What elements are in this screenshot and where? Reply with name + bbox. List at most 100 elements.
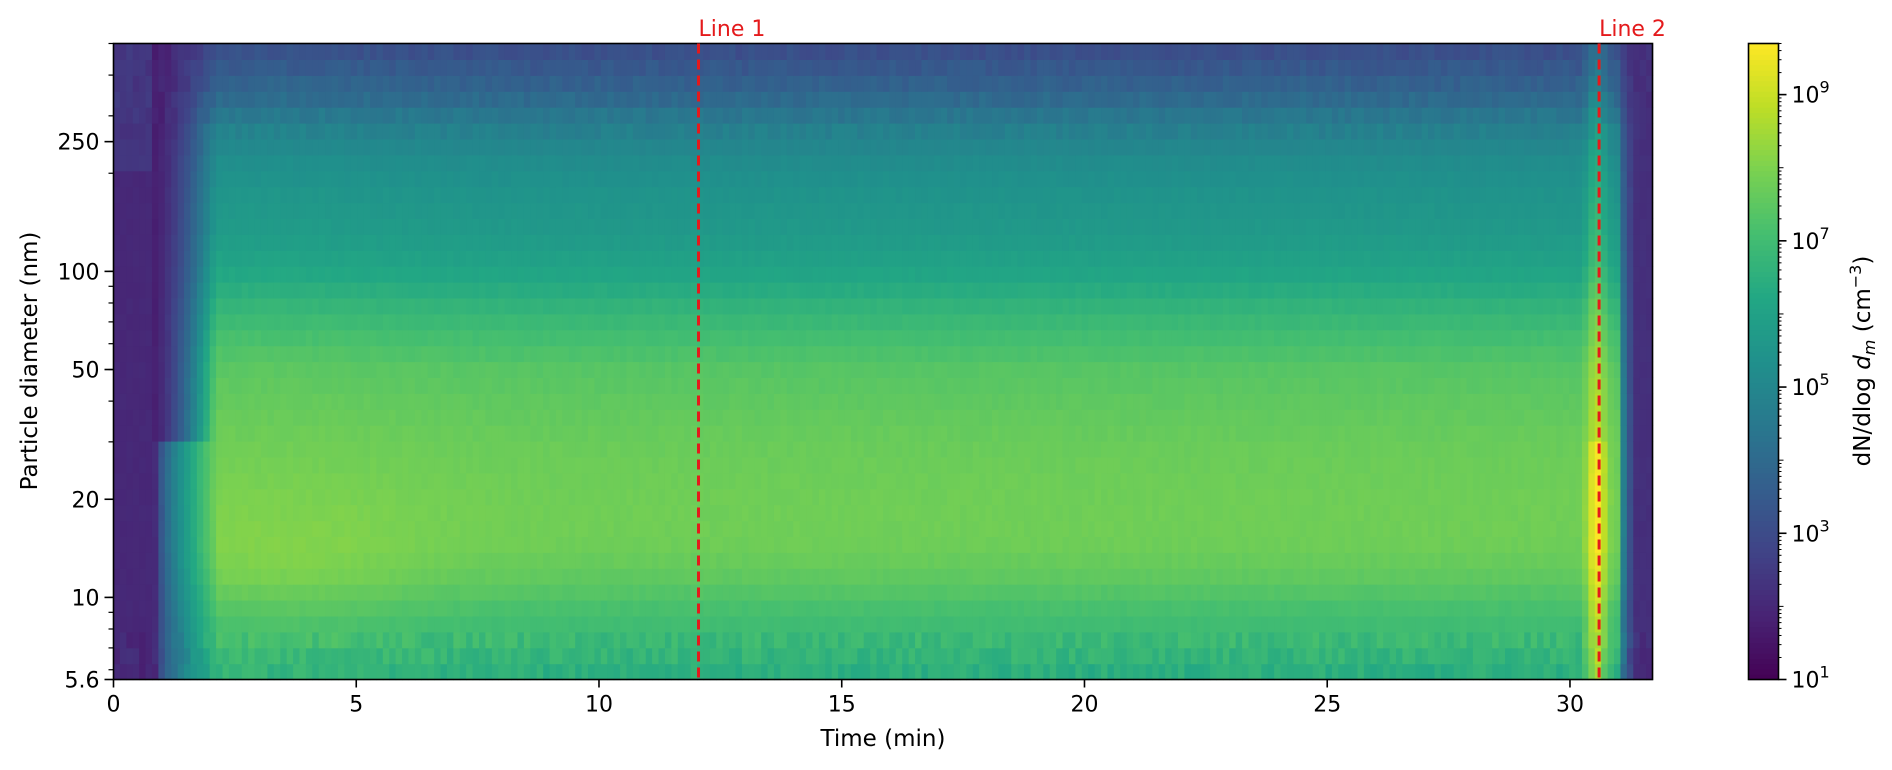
heatmap-cell xyxy=(318,409,326,426)
heatmap-cell xyxy=(530,615,538,633)
heatmap-cell xyxy=(132,568,140,585)
heatmap-cell xyxy=(363,488,371,506)
heatmap-cell xyxy=(536,361,544,378)
heatmap-cell xyxy=(600,552,608,569)
heatmap-cell xyxy=(722,266,730,283)
heatmap-cell xyxy=(209,91,217,108)
heatmap-cell xyxy=(376,600,384,617)
heatmap-cell xyxy=(440,107,448,124)
heatmap-cell xyxy=(741,138,749,156)
heatmap-cell xyxy=(434,441,442,458)
heatmap-cell xyxy=(543,456,551,474)
heatmap-cell xyxy=(568,234,576,251)
heatmap-cell xyxy=(626,568,634,585)
heatmap-cell xyxy=(344,170,352,188)
heatmap-cell xyxy=(312,456,320,474)
heatmap-cell xyxy=(491,138,499,156)
heatmap-cell xyxy=(709,520,717,537)
heatmap-cell xyxy=(632,568,640,585)
heatmap-cell xyxy=(517,329,525,347)
heatmap-cell xyxy=(844,615,852,633)
heatmap-cell xyxy=(331,552,339,569)
heatmap-cell xyxy=(543,107,551,124)
heatmap-cell xyxy=(293,186,301,204)
heatmap-cell xyxy=(799,552,807,569)
heatmap-cell xyxy=(479,123,487,140)
heatmap-cell xyxy=(472,536,480,553)
heatmap-cell xyxy=(850,43,858,60)
heatmap-cell xyxy=(671,520,679,537)
heatmap-cell xyxy=(741,615,749,633)
heatmap-cell xyxy=(652,536,660,553)
heatmap-cell xyxy=(664,345,672,363)
heatmap-cell xyxy=(305,154,313,172)
heatmap-cell xyxy=(254,282,262,299)
heatmap-cell xyxy=(799,234,807,251)
heatmap-cell xyxy=(453,472,461,490)
heatmap-cell xyxy=(139,600,147,617)
heatmap-cell xyxy=(870,202,878,219)
heatmap-cell xyxy=(479,409,487,426)
heatmap-cell xyxy=(132,218,140,235)
heatmap-cell xyxy=(248,361,256,378)
heatmap-cell xyxy=(337,520,345,537)
heatmap-cell xyxy=(485,282,493,299)
heatmap-cell xyxy=(203,218,211,235)
heatmap-cell xyxy=(748,488,756,506)
heatmap-cell xyxy=(818,472,826,490)
heatmap-cell xyxy=(350,600,358,617)
heatmap-cell xyxy=(184,393,192,410)
heatmap-cell xyxy=(895,393,903,410)
heatmap-cell xyxy=(613,297,621,315)
heatmap-cell xyxy=(203,202,211,219)
heatmap-cell xyxy=(831,663,839,681)
heatmap-cell xyxy=(799,138,807,156)
heatmap-cell xyxy=(902,329,910,347)
heatmap-cell xyxy=(421,282,429,299)
heatmap-cell xyxy=(664,456,672,474)
heatmap-cell xyxy=(485,441,493,458)
heatmap-cell xyxy=(267,59,275,76)
heatmap-cell xyxy=(293,282,301,299)
heatmap-cell xyxy=(408,123,416,140)
heatmap-cell xyxy=(626,441,634,458)
heatmap-cell xyxy=(248,488,256,506)
heatmap-cell xyxy=(254,75,262,92)
heatmap-cell xyxy=(767,472,775,490)
heatmap-cell xyxy=(357,409,365,426)
heatmap-cell xyxy=(530,282,538,299)
heatmap-cell xyxy=(177,43,185,60)
heatmap-cell xyxy=(562,170,570,188)
heatmap-cell xyxy=(158,520,166,537)
heatmap-cell xyxy=(844,329,852,347)
heatmap-cell xyxy=(690,409,698,426)
heatmap-cell xyxy=(453,282,461,299)
heatmap-cell xyxy=(844,663,852,681)
heatmap-cell xyxy=(177,297,185,315)
heatmap-cell xyxy=(363,91,371,108)
heatmap-cell xyxy=(793,472,801,490)
heatmap-cell xyxy=(761,552,769,569)
heatmap-cell xyxy=(504,59,512,76)
heatmap-cell xyxy=(889,647,897,665)
heatmap-cell xyxy=(703,568,711,585)
heatmap-cell xyxy=(126,345,134,363)
heatmap-cell xyxy=(806,218,814,235)
heatmap-cell xyxy=(357,91,365,108)
heatmap-cell xyxy=(119,59,127,76)
heatmap-cell xyxy=(389,488,397,506)
heatmap-cell xyxy=(671,631,679,649)
heatmap-cell xyxy=(568,409,576,426)
heatmap-cell xyxy=(850,91,858,108)
heatmap-cell xyxy=(331,456,339,474)
heatmap-cell xyxy=(806,536,814,553)
heatmap-cell xyxy=(370,409,378,426)
heatmap-cell xyxy=(812,615,820,633)
heatmap-cell xyxy=(812,313,820,331)
heatmap-cell xyxy=(761,568,769,585)
heatmap-cell xyxy=(132,393,140,410)
heatmap-cell xyxy=(664,282,672,299)
heatmap-cell xyxy=(119,536,127,553)
heatmap-cell xyxy=(735,631,743,649)
heatmap-cell xyxy=(555,107,563,124)
